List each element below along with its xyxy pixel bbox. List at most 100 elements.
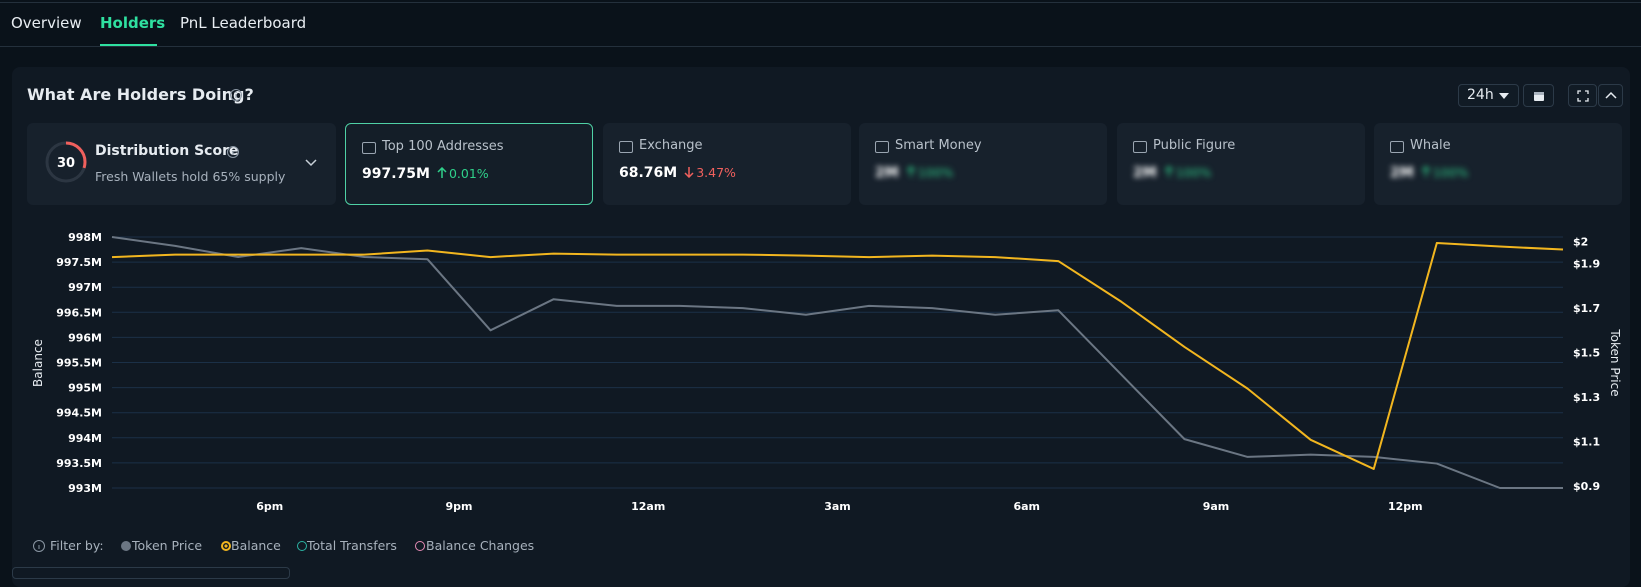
- distribution-subtitle: Fresh Wallets hold 65% supply: [95, 169, 286, 184]
- y-tick-label: 993M: [68, 482, 102, 495]
- card-change: 100%: [1432, 165, 1469, 180]
- card-value: 2M: [1133, 165, 1157, 181]
- y-tick-label: 997M: [68, 281, 102, 294]
- card-label: Smart Money: [895, 138, 982, 153]
- y-tick-label: 998M: [68, 231, 102, 244]
- filter-dot[interactable]: [297, 541, 307, 551]
- metric-card[interactable]: Exchange 68.76M 3.47%: [603, 123, 851, 205]
- card-label: Whale: [1410, 138, 1451, 153]
- info-icon: [230, 89, 242, 101]
- top-border: [0, 2, 1641, 3]
- bottom-box: [12, 567, 290, 579]
- card-value-row: 2M 100%: [1133, 165, 1211, 181]
- arrow-shape: [1164, 165, 1174, 177]
- card-value: 997.75M: [362, 166, 430, 182]
- metric-card[interactable]: Top 100 Addresses 997.75M 0.01%: [345, 123, 593, 205]
- distribution-label: Distribution Score: [95, 143, 239, 159]
- score-value: 30: [57, 156, 75, 171]
- panel-title: What Are Holders Doing?: [27, 85, 254, 104]
- arrow-shape: [437, 166, 447, 178]
- y2-axis-label: Token Price: [1608, 328, 1622, 396]
- card-icon: [362, 142, 376, 154]
- legend-label[interactable]: Balance: [231, 538, 281, 553]
- metric-card[interactable]: Public Figure 2M 100%: [1117, 123, 1365, 205]
- y-tick-label: 995M: [68, 382, 102, 395]
- y-tick-label: 993.5M: [56, 457, 102, 470]
- legend-dot[interactable]: [121, 541, 131, 551]
- card-icon: [619, 141, 633, 153]
- card-change: 100%: [917, 165, 954, 180]
- change-arrow: [437, 166, 447, 178]
- card-change: 3.47%: [696, 165, 736, 180]
- tab[interactable]: PnL Leaderboard: [180, 14, 307, 32]
- card-value-row: 68.76M 3.47%: [619, 165, 736, 181]
- distribution-card[interactable]: 30 Distribution Score Fresh Wallets hold…: [27, 123, 336, 205]
- filter-option[interactable]: Total Transfers: [307, 538, 397, 553]
- card-label: Public Figure: [1153, 138, 1236, 153]
- y2-tick-label: $1.7: [1573, 302, 1600, 315]
- change-arrow: [684, 167, 694, 179]
- card-value: 2M: [875, 165, 899, 181]
- tab-bar-border: [0, 46, 1641, 47]
- series-line: [111, 242, 1564, 470]
- card-change: 0.01%: [448, 166, 489, 181]
- y-tick-label: 995.5M: [56, 357, 102, 370]
- filter-bar: Filter by: Token Price Balance Total Trans…: [0, 536, 1641, 560]
- fullscreen-button[interactable]: [1568, 84, 1597, 107]
- timeframe-select[interactable]: 24h: [1458, 84, 1519, 107]
- card-change: 100%: [1175, 165, 1212, 180]
- info-icon: [227, 146, 239, 158]
- filter-dot[interactable]: [415, 541, 425, 551]
- collapse-button[interactable]: [1598, 84, 1623, 107]
- y2-tick-label: $1.5: [1573, 347, 1600, 360]
- y2-tick-label: $1.3: [1573, 391, 1600, 404]
- metric-card[interactable]: Smart Money 2M 100%: [859, 123, 1107, 205]
- card-value-row: 2M 100%: [875, 165, 953, 181]
- info-icon: [33, 540, 45, 552]
- tab-underline: [100, 44, 157, 46]
- change-arrow: [1164, 165, 1174, 177]
- card-icon: [1390, 141, 1404, 153]
- x-tick-label: 6pm: [256, 500, 283, 513]
- arrow-shape: [684, 167, 694, 179]
- card-icon: [1133, 141, 1147, 153]
- y-tick-label: 996.5M: [56, 306, 102, 319]
- x-tick-label: 6am: [1013, 500, 1040, 513]
- timeframe: 24h: [1467, 87, 1494, 103]
- calendar-button[interactable]: [1523, 84, 1554, 107]
- change-arrow: [906, 165, 916, 177]
- expand-chevron[interactable]: [305, 159, 317, 167]
- x-tick-label: 12pm: [1388, 500, 1423, 513]
- card-icon: [875, 141, 889, 153]
- y-axis-label: Balance: [31, 339, 45, 387]
- arrow-shape: [906, 165, 916, 177]
- change-arrow: [1421, 165, 1431, 177]
- score-ring: 30: [45, 141, 87, 183]
- legend-dot[interactable]: [221, 541, 231, 551]
- x-tick-label: 9am: [1203, 500, 1230, 513]
- legend-label[interactable]: Token Price: [132, 538, 203, 553]
- card-value-row: 2M 100%: [1390, 165, 1468, 181]
- y-tick-label: 994M: [68, 432, 102, 445]
- filter-label: Filter by:: [50, 538, 104, 553]
- x-tick-label: 9pm: [445, 500, 472, 513]
- card-label: Exchange: [639, 138, 703, 153]
- card-value: 68.76M: [619, 165, 678, 181]
- y2-tick-label: $1.9: [1573, 258, 1600, 271]
- y-tick-label: 996M: [68, 331, 102, 344]
- caret: [1499, 93, 1509, 99]
- filter-option[interactable]: Balance Changes: [426, 538, 535, 553]
- x-tick-label: 3am: [824, 500, 851, 513]
- collapse-icon: [1605, 91, 1617, 99]
- tab[interactable]: Overview: [11, 14, 82, 32]
- y-tick-label: 994.5M: [56, 407, 102, 420]
- calendar-icon: [1534, 92, 1544, 101]
- metric-card[interactable]: Whale 2M 100%: [1374, 123, 1622, 205]
- x-tick-label: 12am: [631, 500, 665, 513]
- y2-tick-label: $1.1: [1573, 435, 1600, 448]
- arrow-shape: [1421, 165, 1431, 177]
- chart: 993M 993.5M 994M 994.5M 995M 995.5M 996M 996.5M…: [31, 231, 1622, 513]
- tab-active[interactable]: Holders: [100, 14, 166, 32]
- fullscreen-icon: [1577, 90, 1589, 102]
